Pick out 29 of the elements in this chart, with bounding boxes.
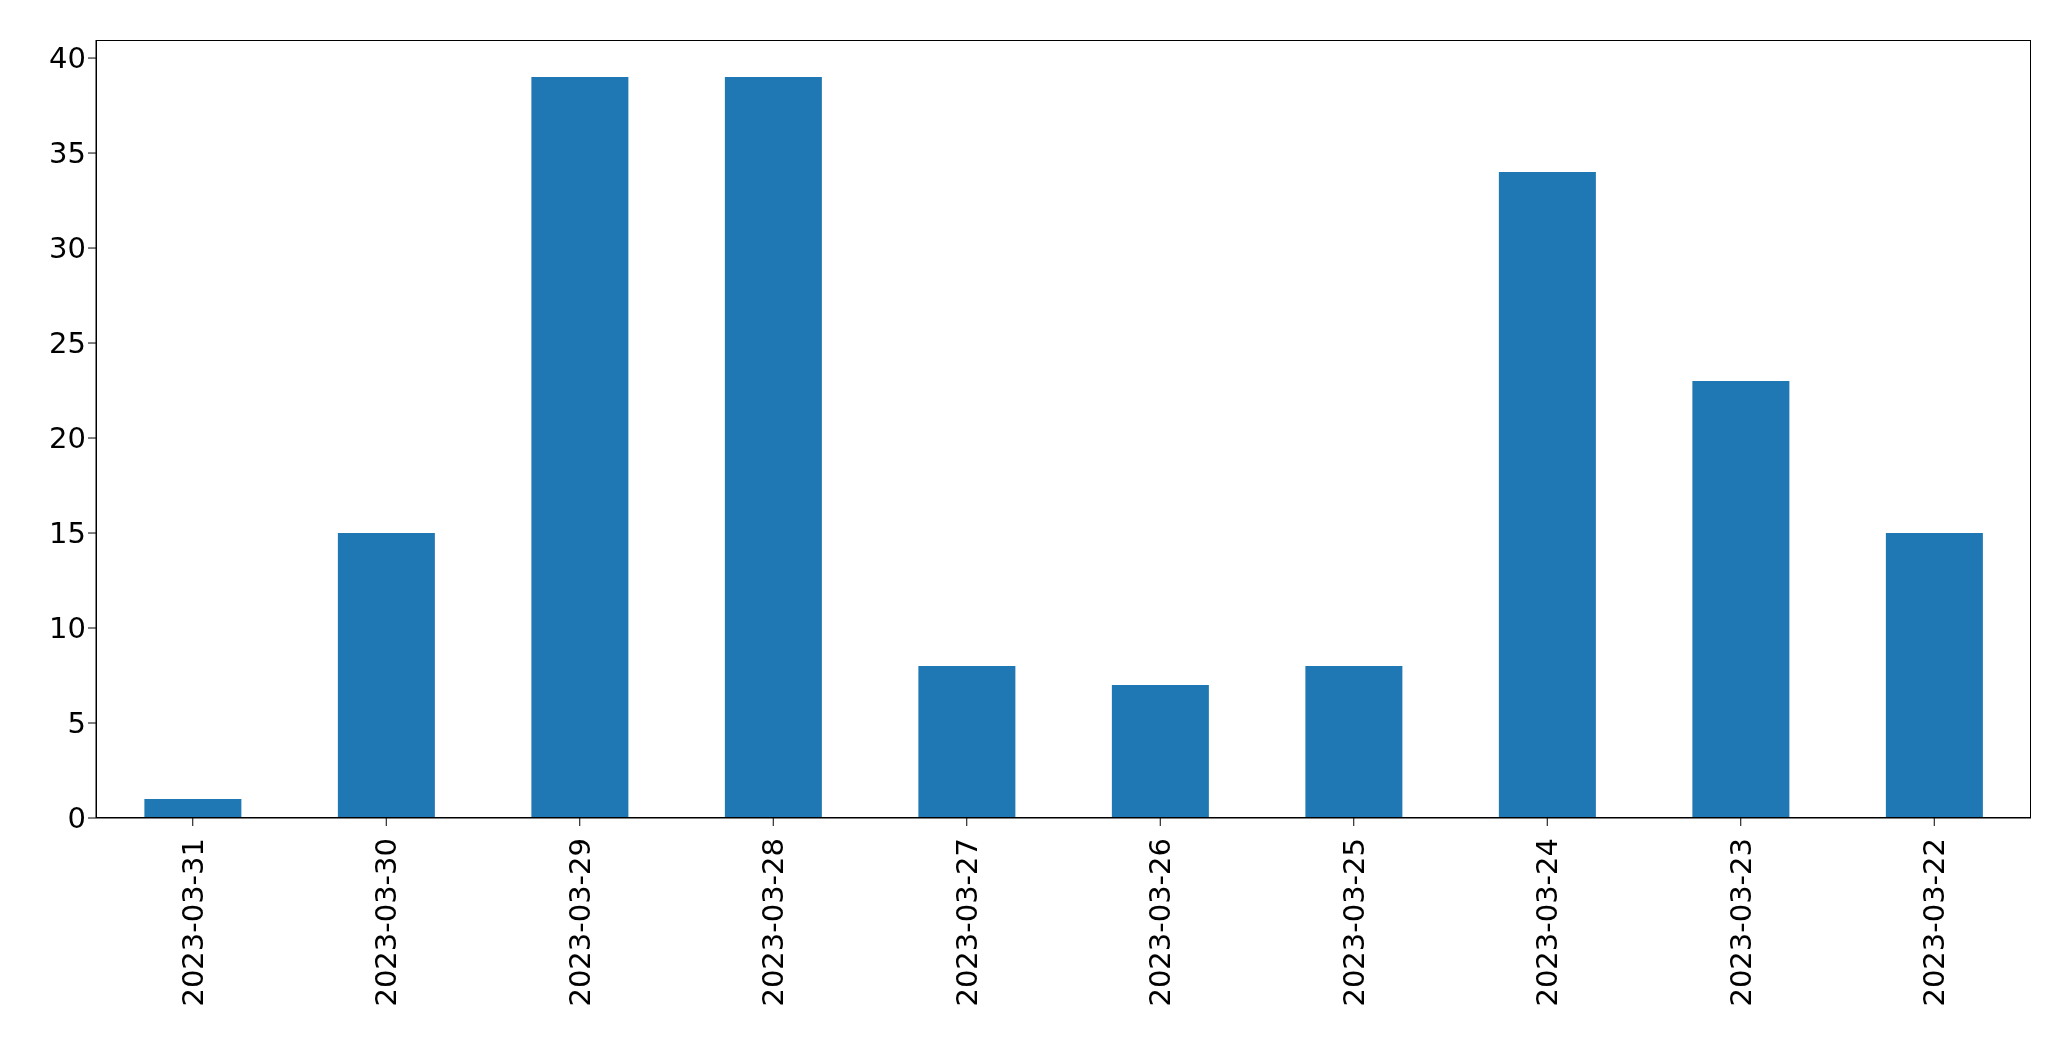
x-tick-label: 2023-03-28 bbox=[756, 838, 791, 1007]
y-tick-label: 15 bbox=[49, 516, 86, 551]
x-tick-label: 2023-03-27 bbox=[949, 838, 984, 1007]
x-tick-label: 2023-03-30 bbox=[369, 838, 404, 1007]
bar bbox=[337, 533, 435, 818]
bar bbox=[1885, 533, 1983, 818]
y-tick-label: 30 bbox=[49, 231, 86, 266]
y-tick-label: 35 bbox=[49, 136, 86, 171]
y-tick-label: 5 bbox=[67, 706, 86, 741]
bar bbox=[144, 799, 242, 818]
y-tick-label: 10 bbox=[49, 611, 86, 646]
bar bbox=[1305, 666, 1403, 818]
y-tick-label: 40 bbox=[49, 41, 86, 76]
x-tick-label: 2023-03-26 bbox=[1143, 838, 1178, 1007]
bar bbox=[1111, 685, 1209, 818]
bar bbox=[1498, 172, 1596, 818]
x-tick-label: 2023-03-29 bbox=[562, 838, 597, 1007]
x-tick-label: 2023-03-22 bbox=[1917, 838, 1952, 1007]
y-tick-label: 25 bbox=[49, 326, 86, 361]
y-tick-label: 20 bbox=[49, 421, 86, 456]
x-tick-label: 2023-03-23 bbox=[1723, 838, 1758, 1007]
bar bbox=[724, 77, 822, 818]
y-tick-label: 0 bbox=[67, 801, 86, 836]
bar bbox=[1692, 381, 1790, 818]
x-tick-label: 2023-03-24 bbox=[1530, 838, 1565, 1007]
x-tick-label: 2023-03-25 bbox=[1336, 838, 1371, 1007]
bar bbox=[918, 666, 1016, 818]
x-tick-label: 2023-03-31 bbox=[175, 838, 210, 1007]
bar bbox=[531, 77, 629, 818]
